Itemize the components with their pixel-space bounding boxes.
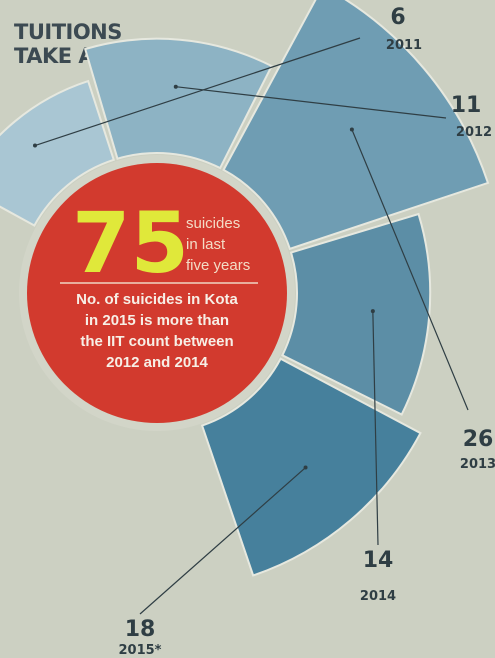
pointer-dot [349,127,354,132]
summary-unit-line2: in last [186,236,226,253]
pointer-line [34,37,361,147]
summary-circle: 75 suicides in last five years No. of su… [19,155,295,431]
segment-2014 [281,212,432,416]
category-label: 2012 [456,125,492,140]
segments-group [0,0,490,577]
segment-2012 [83,37,274,170]
value-label: 6 [390,5,405,30]
pointer-dot [32,143,37,148]
category-label: 2013 [460,457,495,472]
pointer-line [175,86,447,119]
pointers-group [32,37,469,615]
chart-title-line1: TUITIONS [14,20,122,44]
value-label: 14 [363,548,394,573]
pointer-dot [370,309,375,314]
summary-note-line4: 2012 and 2014 [106,354,208,371]
segment-2011 [0,79,115,227]
value-label: 26 [463,427,494,452]
summary-note-line3: the IIT count between [80,333,233,350]
summary-note-line1: No. of suicides in Kota [76,291,238,308]
summary-circle-fill [27,163,287,423]
category-label: 2011 [386,38,422,53]
pointer-line [139,467,306,615]
pointer-line [372,311,379,546]
summary-big-number: 75 [72,194,189,292]
pointer-line [351,129,469,411]
summary-unit-line1: suicides [186,215,240,232]
pointer-dot [173,84,178,89]
category-label: 2015* [119,643,162,658]
pointer-dot [303,465,308,470]
value-label: 11 [451,93,482,118]
segment-2015 [200,357,422,577]
segment-2013 [222,0,490,251]
summary-unit-line3: five years [186,257,250,274]
value-label: 18 [125,617,156,642]
summary-note-line2: in 2015 is more than [85,312,229,329]
category-label: 2014 [360,589,396,604]
